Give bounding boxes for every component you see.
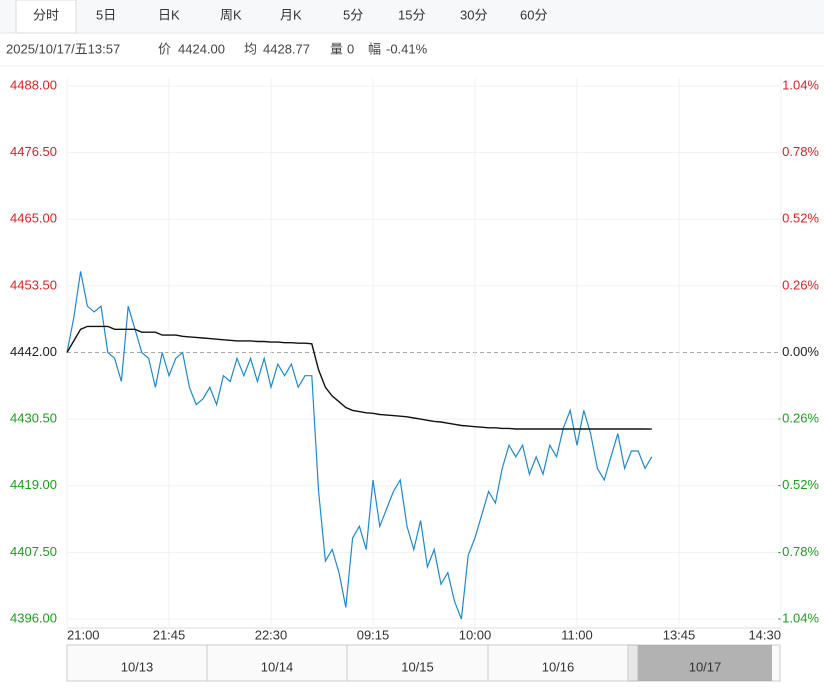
navigator-date: 10/15 xyxy=(401,659,434,674)
y2-tick-label: 0.26% xyxy=(782,277,819,292)
info-avg: 4428.77 xyxy=(263,41,310,56)
x-tick-label: 09:15 xyxy=(357,627,390,642)
tab[interactable]: 30分 xyxy=(460,7,487,22)
y2-tick-label: 1.04% xyxy=(782,77,819,92)
y-tick-label: 4476.50 xyxy=(10,144,57,159)
x-tick-label: 21:00 xyxy=(67,627,100,642)
y2-tick-label: -0.78% xyxy=(778,544,820,559)
info-change-label: 幅 xyxy=(368,41,381,56)
tab[interactable]: 周K xyxy=(220,7,242,22)
navigator-window[interactable] xyxy=(638,645,772,681)
y-tick-label: 4488.00 xyxy=(10,77,57,92)
x-tick-label: 22:30 xyxy=(255,627,288,642)
info-change: -0.41% xyxy=(386,41,428,56)
x-tick-label: 11:00 xyxy=(561,627,593,642)
y2-tick-label: -1.04% xyxy=(778,610,820,625)
y-tick-label: 4419.00 xyxy=(10,477,57,492)
tab[interactable]: 60分 xyxy=(520,7,547,22)
series-line xyxy=(66,271,653,620)
series-line xyxy=(66,325,652,430)
info-price: 4424.00 xyxy=(178,41,225,56)
tab[interactable]: 5分 xyxy=(343,7,363,22)
y-tick-label: 4430.50 xyxy=(10,411,57,426)
y-tick-label: 4396.00 xyxy=(10,610,57,625)
tab[interactable]: 月K xyxy=(280,7,302,22)
tab[interactable]: 15分 xyxy=(398,7,425,22)
info-vol: 0 xyxy=(347,41,354,56)
navigator-date: 10/14 xyxy=(261,659,294,674)
tab-bar xyxy=(0,0,824,33)
tab[interactable]: 5日 xyxy=(96,7,116,22)
navigator-date: 10/16 xyxy=(542,659,575,674)
tab[interactable]: 分时 xyxy=(33,7,59,22)
y-tick-label: 4407.50 xyxy=(10,544,57,559)
x-tick-label: 14:30 xyxy=(748,627,781,642)
tab[interactable]: 日K xyxy=(158,7,180,22)
info-vol-label: 量 xyxy=(330,41,343,56)
info-avg-label: 均 xyxy=(244,41,257,56)
x-tick-label: 13:45 xyxy=(663,627,696,642)
y-tick-label: 4453.50 xyxy=(10,277,57,292)
navigator-date: 10/17 xyxy=(689,659,722,674)
y2-tick-label: 0.00% xyxy=(782,344,819,359)
y2-tick-label: 0.78% xyxy=(782,144,819,159)
y2-tick-label: -0.26% xyxy=(778,411,820,426)
info-datetime: 2025/10/17/五13:57 xyxy=(6,41,120,56)
active-tab xyxy=(15,0,77,34)
x-tick-label: 21:45 xyxy=(153,627,186,642)
y-tick-label: 4442.00 xyxy=(10,344,57,359)
navigator-handle[interactable] xyxy=(627,644,639,682)
y2-tick-label: 0.52% xyxy=(782,211,819,226)
info-price-label: 价 xyxy=(158,41,171,56)
navigator-date: 10/13 xyxy=(121,659,154,674)
x-tick-label: 10:00 xyxy=(459,627,492,642)
y-tick-label: 4465.00 xyxy=(10,211,57,226)
y2-tick-label: -0.52% xyxy=(778,477,820,492)
